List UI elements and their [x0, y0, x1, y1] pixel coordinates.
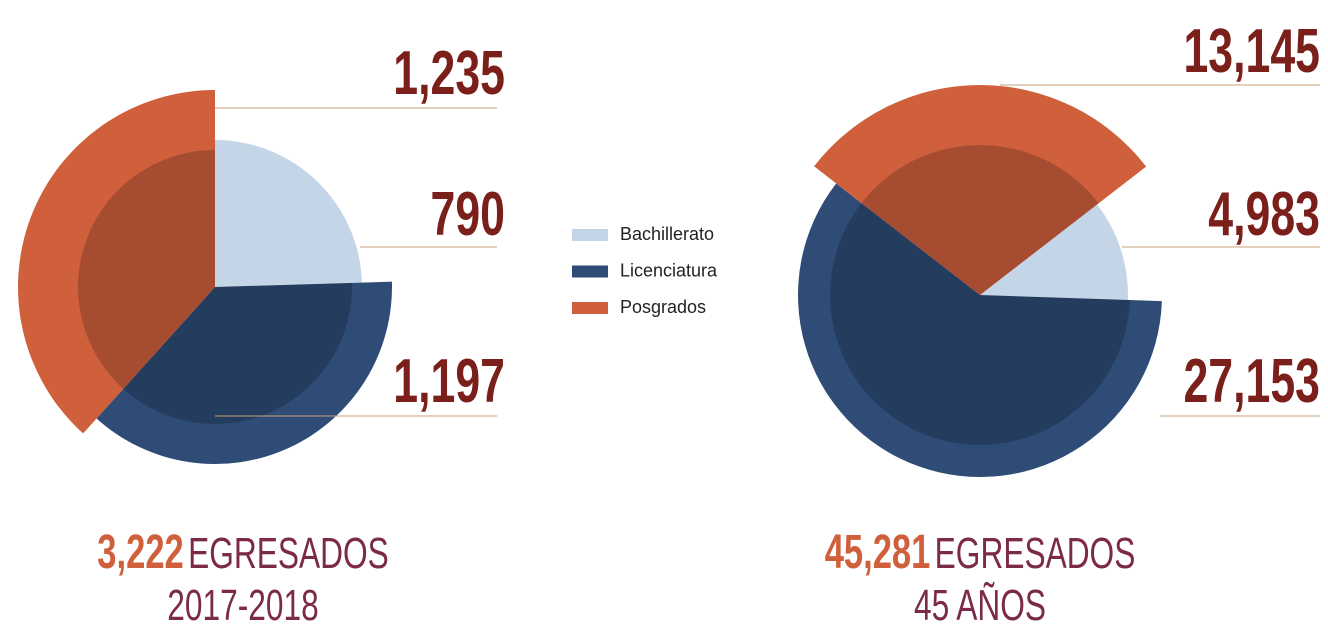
pie-slice: [215, 140, 362, 287]
total-line: 45,281EGRESADOS: [825, 524, 1136, 578]
total: 3,222: [97, 524, 183, 578]
pie-slice-inner: [78, 150, 215, 389]
total-group: 45,281EGRESADOS: [825, 524, 1136, 578]
legend-label: Bachillerato: [620, 224, 714, 244]
legend-label: Posgrados: [620, 297, 706, 317]
pie-slice-inner: [830, 203, 1130, 445]
value-label-group: 27,153: [1183, 347, 1320, 416]
pie-slice: [797, 183, 1162, 477]
total: 45,281: [825, 524, 931, 578]
total-line: 3,222EGRESADOS: [97, 524, 388, 578]
caption: EGRESADOS: [935, 529, 1136, 578]
pie-slice: [814, 84, 1147, 295]
value-label-group: 4,983: [1208, 180, 1320, 249]
pie-slice-inner: [123, 282, 352, 424]
pie-slice: [980, 204, 1129, 300]
pie-slice-inner: [861, 145, 1099, 295]
value-label-group: 13,145: [1183, 17, 1320, 86]
subtitle-group: 45 AÑOS: [914, 581, 1046, 626]
legend-swatch: [572, 229, 608, 241]
value-label: 27,153: [1183, 347, 1320, 416]
value-label-group: 1,235: [393, 39, 505, 108]
value-label: 1,197: [393, 347, 505, 416]
subtitle: 2017-2018: [167, 581, 318, 626]
subtitle: 45 AÑOS: [914, 581, 1046, 626]
legend-swatch: [572, 265, 608, 278]
value-label-group: 1,197: [393, 347, 505, 416]
value-label: 1,235: [393, 39, 505, 108]
value-label: 13,145: [1183, 17, 1320, 86]
legend-label: Licenciatura: [620, 260, 718, 280]
value-label: 4,983: [1208, 180, 1320, 249]
subtitle-group: 2017-2018: [167, 581, 318, 626]
value-label-group: 790: [431, 180, 505, 249]
legend-swatch: [572, 302, 608, 314]
pie-slice: [96, 281, 393, 465]
caption: EGRESADOS: [188, 529, 389, 578]
total-group: 3,222EGRESADOS: [97, 524, 388, 578]
pie-slice: [18, 90, 216, 434]
value-label: 790: [431, 180, 505, 249]
